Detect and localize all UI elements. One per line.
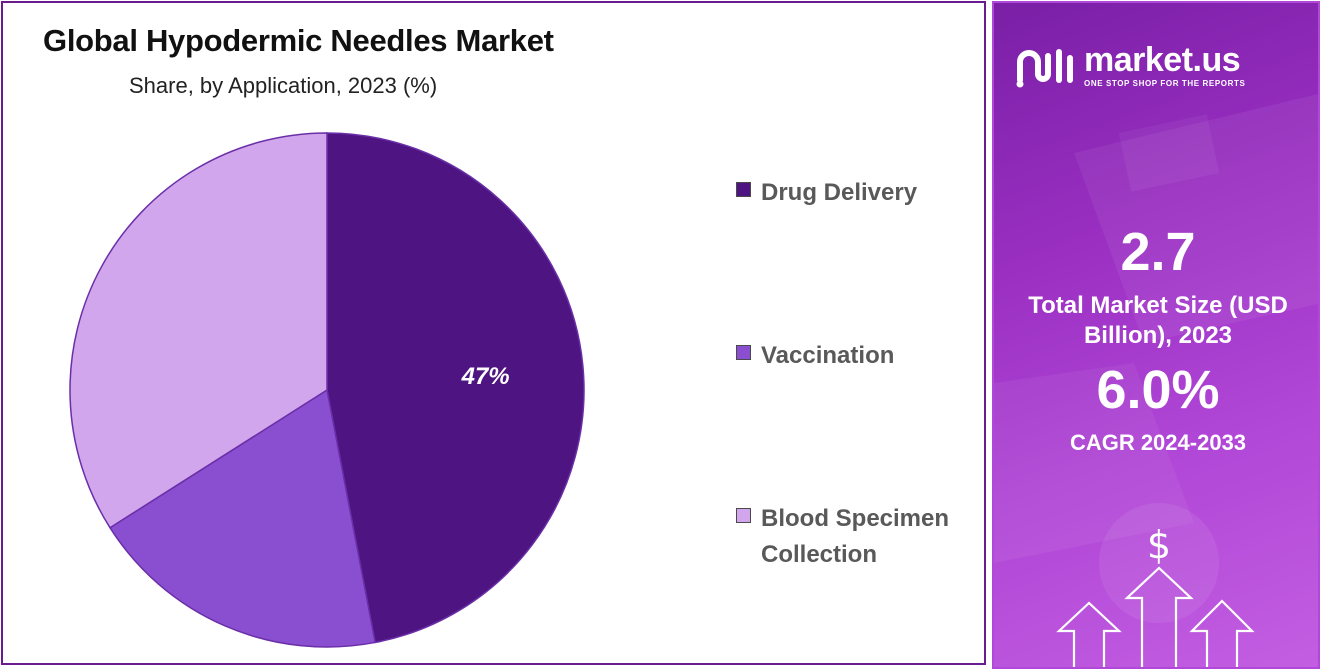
legend-swatch-vaccination: [736, 345, 751, 360]
market-size-value: 2.7: [1120, 222, 1196, 282]
pie-slice-drug-delivery: [326, 132, 585, 644]
cagr-value: 6.0%: [1096, 360, 1220, 420]
cagr-label: CAGR 2024-2033: [1069, 430, 1247, 455]
legend-label-blood-specimen: Blood Specimen Collection: [761, 505, 950, 568]
growth-arrows-icon: [1056, 566, 1255, 667]
legend-label-drug-delivery: Drug Delivery: [761, 179, 918, 206]
data-label-drug-delivery: 47%: [461, 363, 510, 390]
pie-slice-blood-specimen-collection: [69, 132, 328, 529]
dollar-icon: $: [1147, 523, 1171, 567]
chart-subtitle: Share, by Application, 2023 (%): [129, 73, 438, 98]
info-panel: $ market.us ONE STOP SHOP FOR THE REPORT…: [992, 1, 1320, 669]
dollar-symbol: $: [1147, 523, 1171, 567]
decorative-background: $: [994, 93, 1318, 667]
market-us-logo: market.us ONE STOP SHOP FOR THE REPORTS: [1014, 43, 1245, 88]
legend-item-blood-specimen-collection: Blood Specimen Collection: [736, 501, 991, 573]
legend-swatch-drug-delivery: [736, 182, 751, 197]
pie-slice-vaccination: [108, 388, 377, 648]
legend-swatch-blood-specimen: [736, 508, 751, 523]
chart-panel: Global Hypodermic Needles Market Share, …: [1, 1, 986, 665]
brand-tagline: ONE STOP SHOP FOR THE REPORTS: [1084, 79, 1246, 88]
brand-name: market.us: [1084, 41, 1241, 79]
legend-item-drug-delivery: Drug Delivery: [736, 175, 991, 211]
logo-mark-icon: [1016, 48, 1073, 87]
pie-chart: 47%: [69, 132, 585, 648]
market-size-label: Total Market Size (USD Billion), 2023: [1028, 292, 1288, 349]
legend-item-vaccination: Vaccination: [736, 338, 991, 374]
chart-title: Global Hypodermic Needles Market: [43, 23, 554, 58]
legend-label-vaccination: Vaccination: [761, 342, 895, 369]
